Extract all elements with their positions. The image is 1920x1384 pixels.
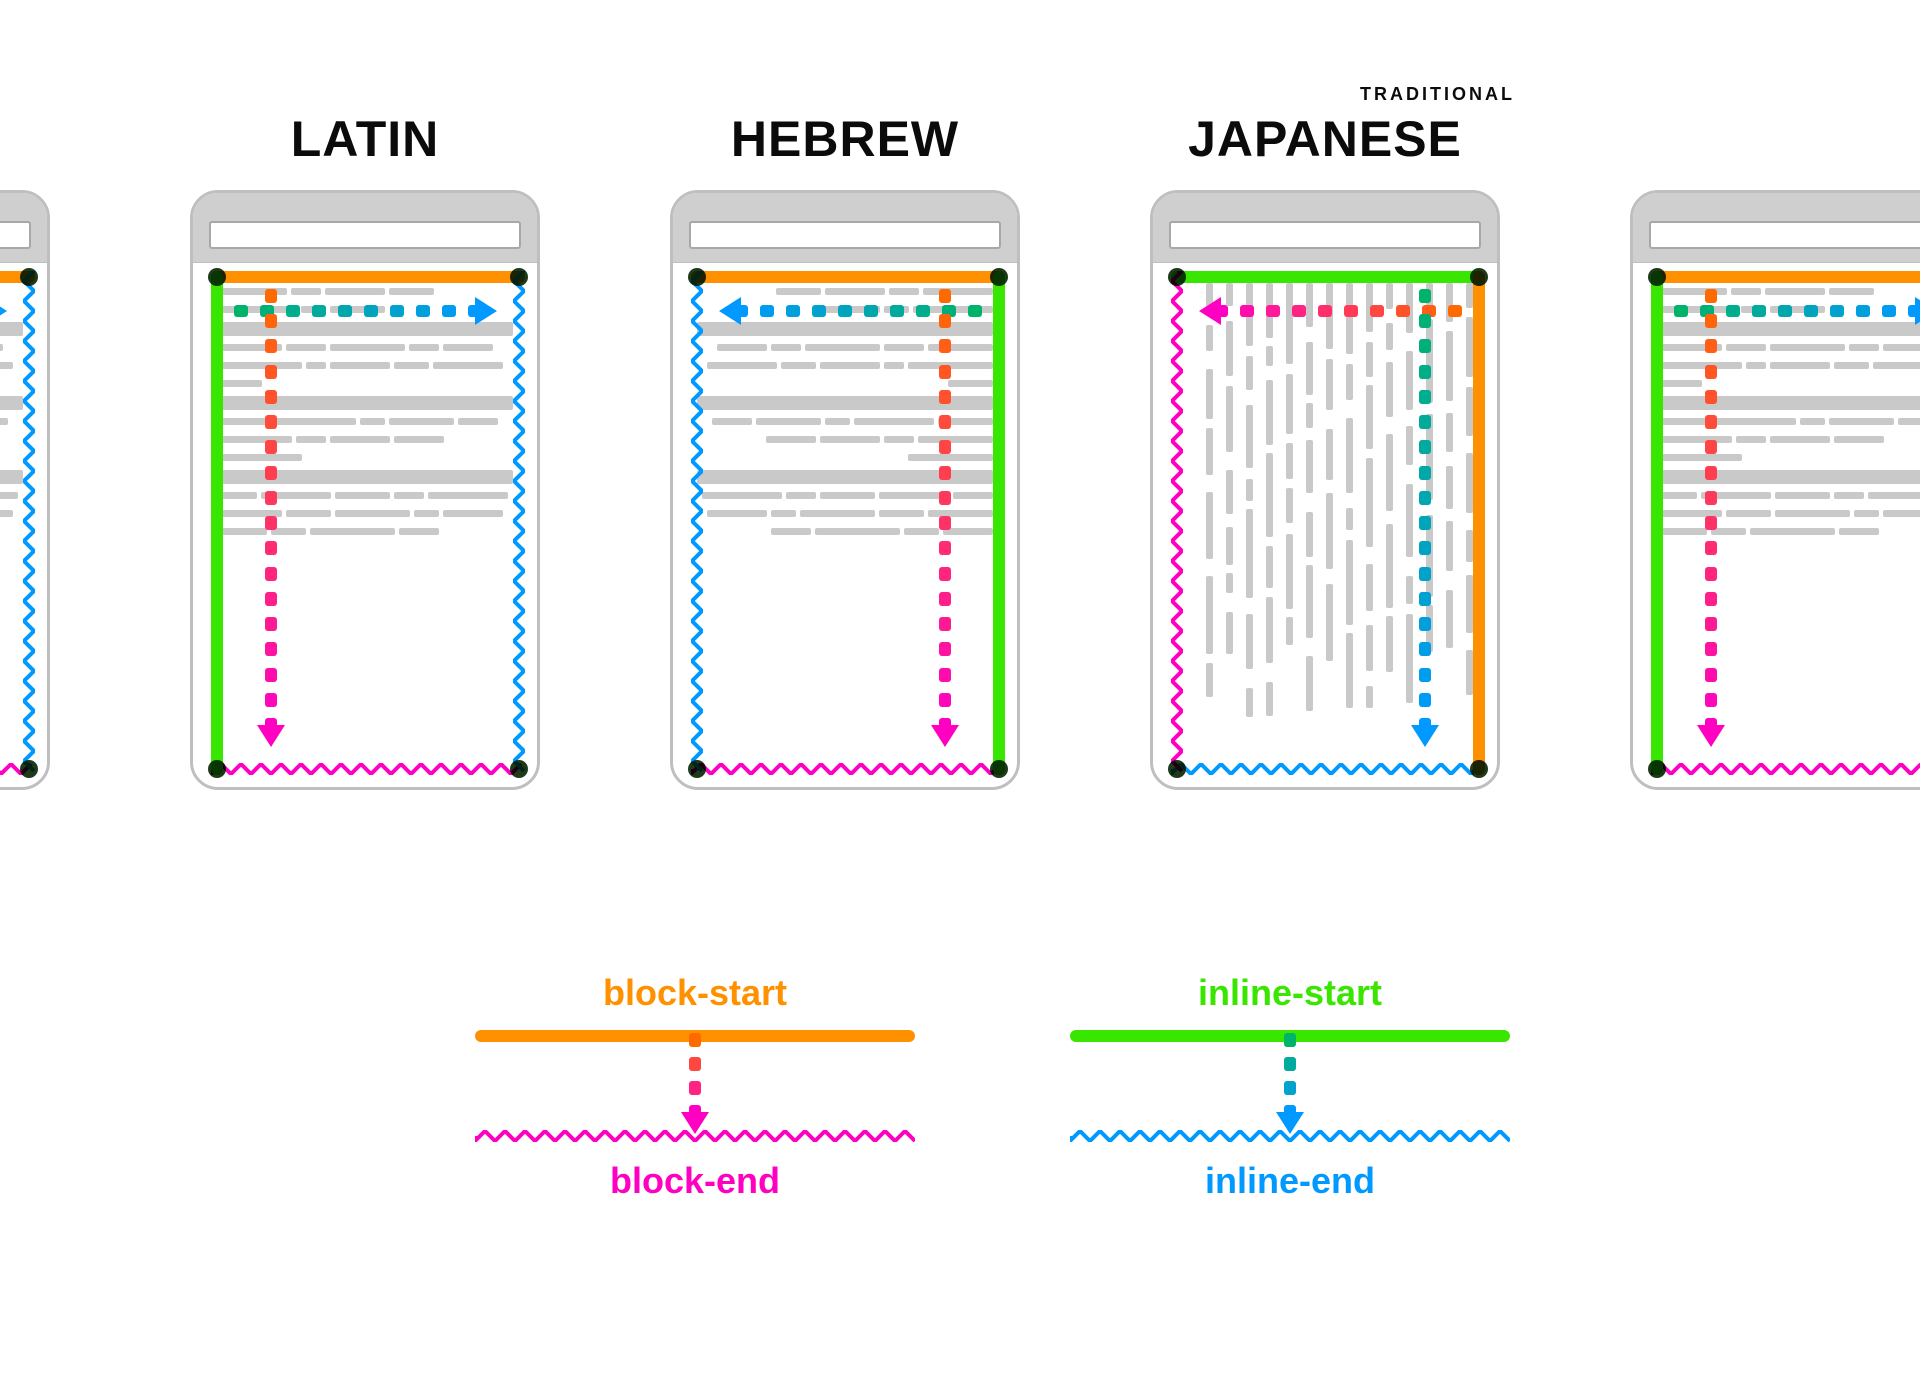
device-subtitle: TRADITIONAL [1360,84,1515,105]
legend-label: block-start [475,972,915,1014]
device-title: HEBREW [630,110,1060,168]
legend-label: inline-start [1070,972,1510,1014]
device-frame [670,190,1020,790]
device-frame [1630,190,1920,790]
address-bar [1169,221,1481,249]
content-area [217,283,513,763]
address-bar [0,221,31,249]
content-area [1657,283,1920,763]
legend-label: block-end [475,1160,915,1202]
device-frame [1150,190,1500,790]
address-bar [1649,221,1920,249]
legend-label: inline-end [1070,1160,1510,1202]
device-frame [0,190,50,790]
content-area [0,283,23,763]
address-bar [689,221,1001,249]
address-bar [209,221,521,249]
device-title: LATIN [150,110,580,168]
device-frame [190,190,540,790]
device-title: JAPANESE [1110,110,1540,168]
